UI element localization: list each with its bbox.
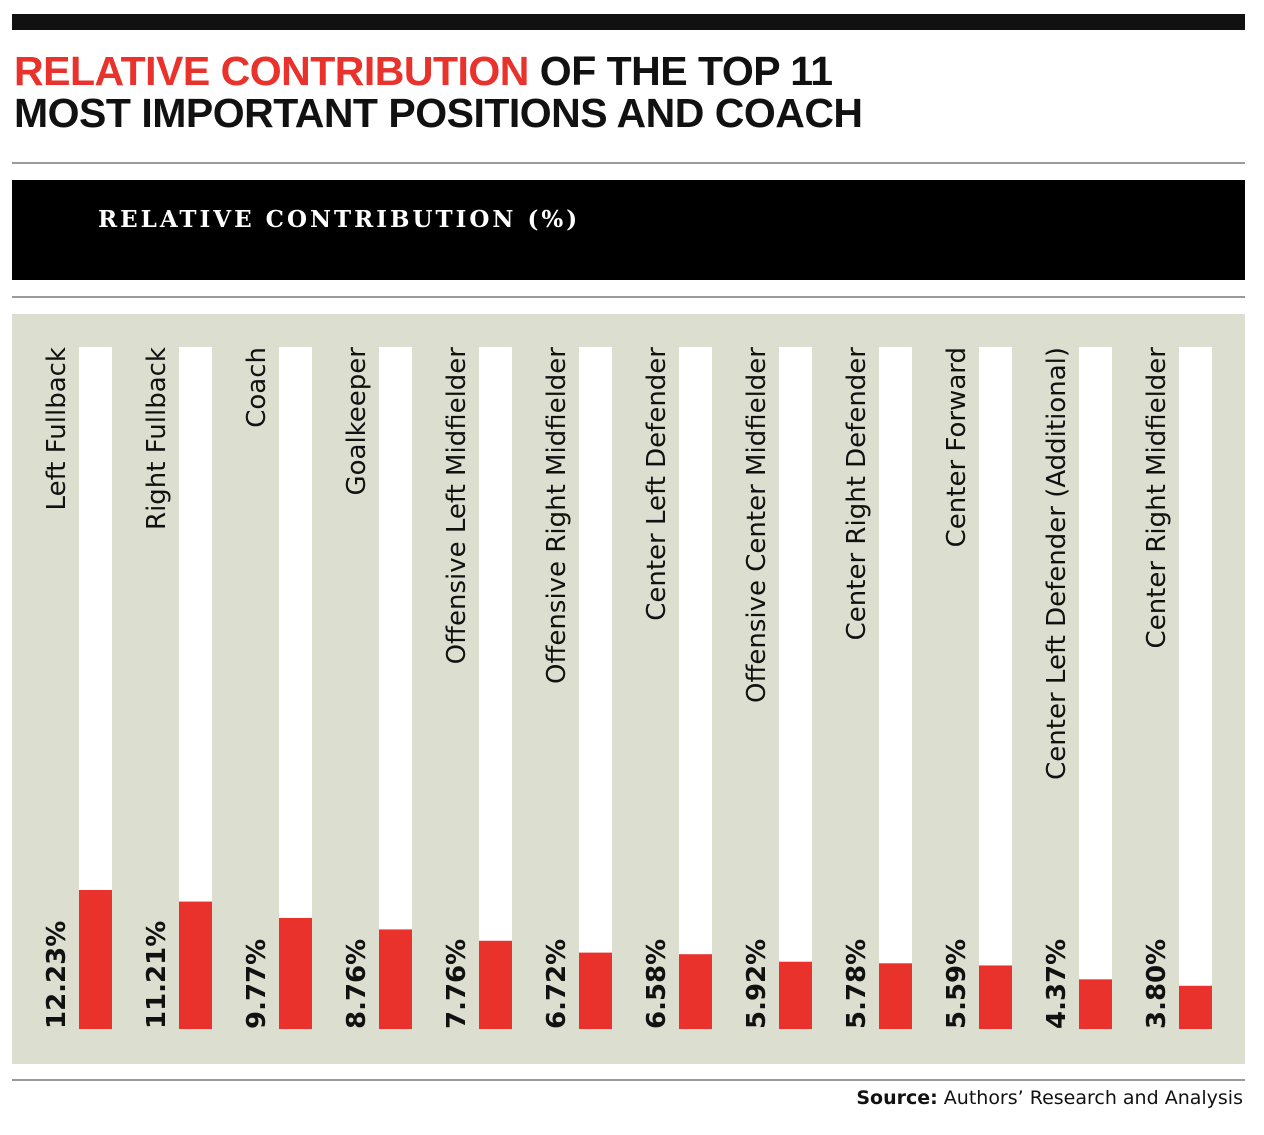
category-label-center-right-midfielder: Center Right Midfielder [1142,347,1172,649]
value-label-left-fullback: 12.23% [42,921,72,1029]
category-label-offensive-right-midfielder: Offensive Right Midfielder [542,347,572,684]
bar-track-center-right-defender [879,347,912,1029]
category-label-center-left-defender: Center Left Defender [642,347,672,621]
bar-track-coach [279,347,312,1029]
value-label-offensive-right-midfielder: 6.72% [542,939,572,1029]
category-label-center-left-defender-additional: Center Left Defender (Additional) [1042,347,1072,780]
bar-center-forward [979,965,1012,1029]
header-band [12,180,1245,280]
category-label-offensive-center-midfielder: Offensive Center Midfielder [742,347,772,703]
category-label-offensive-left-midfielder: Offensive Left Midfielder [442,347,472,665]
bar-offensive-left-midfielder [479,940,512,1029]
value-label-offensive-center-midfielder: 5.92% [742,939,772,1029]
source-text: Authors’ Research and Analysis [943,1087,1243,1109]
value-label-offensive-left-midfielder: 7.76% [442,939,472,1029]
bar-track-offensive-right-midfielder [579,347,612,1029]
title-line1-rest: OF THE TOP 11 [528,48,833,94]
bar-offensive-center-midfielder [779,961,812,1029]
value-label-center-right-defender: 5.78% [842,939,872,1029]
category-label-center-right-defender: Center Right Defender [842,347,872,641]
source-note: Source: Authors’ Research and Analysis [856,1087,1243,1109]
chart-title: RELATIVE CONTRIBUTION OF THE TOP 11 MOST … [14,50,863,134]
bar-goalkeeper [379,929,412,1029]
divider-lower [12,296,1245,298]
divider-bottom [12,1079,1245,1081]
title-line2: MOST IMPORTANT POSITIONS AND COACH [14,90,863,136]
divider-upper [12,162,1245,164]
bar-center-right-midfielder [1179,985,1212,1029]
top-rule [12,14,1245,30]
category-label-left-fullback: Left Fullback [42,347,72,510]
bar-track-center-left-defender [679,347,712,1029]
bar-center-left-defender-additional [1079,979,1112,1029]
bar-center-left-defender [679,954,712,1029]
bar-track-offensive-left-midfielder [479,347,512,1029]
category-label-coach: Coach [242,347,272,428]
value-label-center-left-defender-additional: 4.37% [1042,939,1072,1029]
bar-track-center-forward [979,347,1012,1029]
y-axis-label: RELATIVE CONTRIBUTION (%) [98,206,581,233]
value-label-right-fullback: 11.21% [142,921,172,1029]
title-highlight: RELATIVE CONTRIBUTION [14,48,529,94]
bar-right-fullback [179,901,212,1029]
plot-area [12,314,1245,1064]
bar-track-center-left-defender-additional [1079,347,1112,1029]
value-label-center-forward: 5.59% [942,939,972,1029]
bar-track-goalkeeper [379,347,412,1029]
category-label-center-forward: Center Forward [942,347,972,547]
value-label-coach: 9.77% [242,939,272,1029]
value-label-center-right-midfielder: 3.80% [1142,939,1172,1029]
bar-offensive-right-midfielder [579,952,612,1029]
bar-coach [279,917,312,1029]
value-label-center-left-defender: 6.58% [642,939,672,1029]
category-label-right-fullback: Right Fullback [142,347,172,530]
bar-center-right-defender [879,963,912,1029]
category-label-goalkeeper: Goalkeeper [342,347,372,496]
bar-track-center-right-midfielder [1179,347,1212,1029]
source-label: Source: [856,1087,938,1109]
bar-track-offensive-center-midfielder [779,347,812,1029]
bar-left-fullback [79,889,112,1029]
value-label-goalkeeper: 8.76% [342,939,372,1029]
